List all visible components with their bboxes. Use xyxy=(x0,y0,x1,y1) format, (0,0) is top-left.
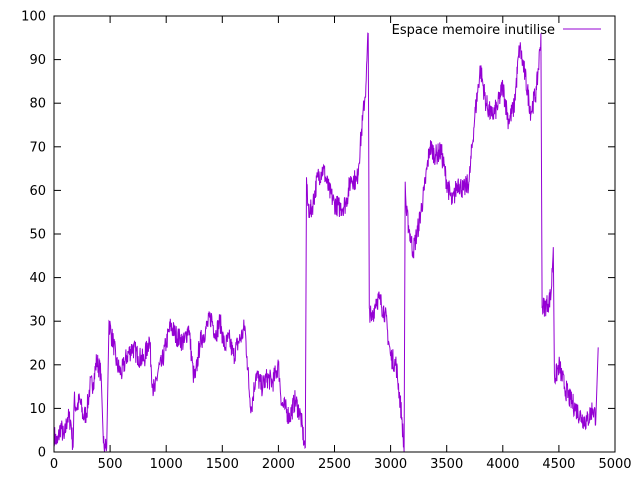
y-tick-label: 80 xyxy=(29,97,46,112)
x-tick-label: 3000 xyxy=(374,457,407,472)
series-line-espace-memoire-inutilise xyxy=(53,32,599,453)
x-tick-label: 4000 xyxy=(486,457,519,472)
x-tick-label: 4500 xyxy=(542,457,575,472)
y-tick-label: 70 xyxy=(29,140,46,155)
x-tick-label: 3500 xyxy=(430,457,463,472)
x-tick-label: 1000 xyxy=(150,457,183,472)
y-tick-label: 100 xyxy=(21,10,46,25)
y-tick-label: 10 xyxy=(29,402,46,417)
legend: Espace memoire inutilise xyxy=(392,23,601,38)
legend-label: Espace memoire inutilise xyxy=(392,23,555,38)
y-tick-label: 40 xyxy=(29,271,46,286)
x-tick-label: 500 xyxy=(98,457,123,472)
y-tick-label: 50 xyxy=(29,228,46,243)
axis-ticks xyxy=(53,15,616,453)
x-tick-label: 2000 xyxy=(262,457,295,472)
y-tick-label: 0 xyxy=(38,446,46,461)
x-tick-label: 5000 xyxy=(598,457,631,472)
y-tick-label: 30 xyxy=(29,315,46,330)
x-tick-label: 1500 xyxy=(206,457,239,472)
y-tick-label: 60 xyxy=(29,184,46,199)
axis-tick-labels: 0 500 1000 1500 2000 2500 3000 3500 4000 4500 5000… xyxy=(21,10,631,473)
x-tick-label: 0 xyxy=(50,457,58,472)
y-tick-label: 20 xyxy=(29,358,46,373)
x-tick-label: 2500 xyxy=(318,457,351,472)
plot-border xyxy=(53,15,616,453)
y-tick-label: 90 xyxy=(29,53,46,68)
